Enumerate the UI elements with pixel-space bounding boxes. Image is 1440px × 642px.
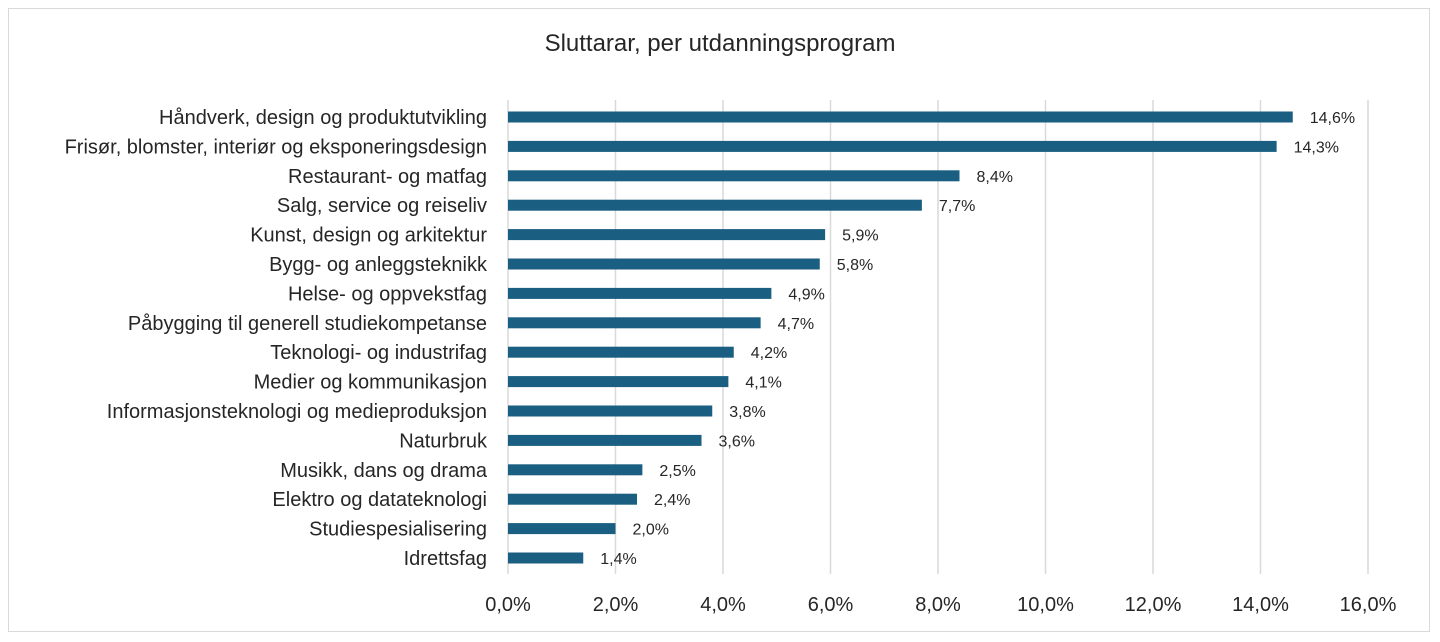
data-label: 2,0% [633, 522, 669, 539]
data-label: 2,4% [654, 492, 690, 509]
data-label: 5,9% [842, 228, 878, 245]
bar [508, 405, 713, 417]
data-label: 4,2% [751, 345, 787, 362]
bar [508, 111, 1293, 123]
category-label: Informasjonsteknologi og medieproduksjon [107, 401, 487, 423]
data-label: 8,4% [977, 169, 1013, 186]
category-label: Restaurant- og matfag [288, 166, 487, 188]
category-label: Salg, service og reiseliv [277, 195, 487, 217]
data-label: 5,8% [837, 257, 873, 274]
x-tick-label: 12,0% [1125, 594, 1182, 616]
x-tick-label: 2,0% [593, 594, 639, 616]
category-label: Medier og kommunikasjon [254, 372, 487, 394]
bar [508, 493, 637, 505]
data-label: 4,7% [778, 316, 814, 333]
data-label: 1,4% [600, 551, 636, 568]
bar [508, 140, 1277, 152]
category-label: Naturbruk [399, 430, 488, 452]
data-label: 3,8% [729, 404, 765, 421]
category-label: Helse- og oppvekstfag [288, 283, 487, 305]
bar [508, 287, 772, 299]
category-label: Kunst, design og arkitektur [250, 225, 487, 247]
data-label: 7,7% [939, 198, 975, 215]
category-label: Bygg- og anleggsteknikk [269, 254, 488, 276]
bar [508, 346, 734, 358]
bar [508, 229, 826, 241]
category-label: Frisør, blomster, interiør og eksponerin… [65, 136, 487, 158]
bar [508, 199, 922, 211]
category-label: Elektro og datateknologi [272, 489, 487, 511]
data-label: 4,9% [788, 286, 824, 303]
x-tick-label: 10,0% [1017, 594, 1074, 616]
bar [508, 376, 729, 388]
x-tick-label: 16,0% [1340, 594, 1397, 616]
category-label: Studiespesialisering [309, 519, 487, 541]
data-label: 14,6% [1310, 110, 1355, 127]
data-label: 4,1% [745, 375, 781, 392]
x-tick-label: 0,0% [485, 594, 531, 616]
bar [508, 523, 616, 535]
bar [508, 434, 702, 446]
bar [508, 317, 761, 329]
x-tick-label: 6,0% [808, 594, 854, 616]
x-tick-label: 14,0% [1232, 594, 1289, 616]
x-tick-label: 4,0% [700, 594, 746, 616]
category-label: Håndverk, design og produktutvikling [159, 107, 487, 129]
data-label: 2,5% [659, 463, 695, 480]
bar [508, 552, 584, 564]
category-label: Påbygging til generell studiekompetanse [128, 313, 487, 335]
data-label: 3,6% [719, 433, 755, 450]
bar [508, 258, 820, 270]
chart-title: Sluttarar, per utdanningsprogram [544, 30, 896, 57]
category-label: Idrettsfag [404, 548, 487, 570]
data-label: 14,3% [1294, 139, 1339, 156]
category-label: Teknologi- og industrifag [270, 342, 487, 364]
bar [508, 170, 960, 182]
category-label: Musikk, dans og drama [280, 460, 488, 482]
x-tick-label: 8,0% [915, 594, 961, 616]
bar [508, 464, 643, 476]
